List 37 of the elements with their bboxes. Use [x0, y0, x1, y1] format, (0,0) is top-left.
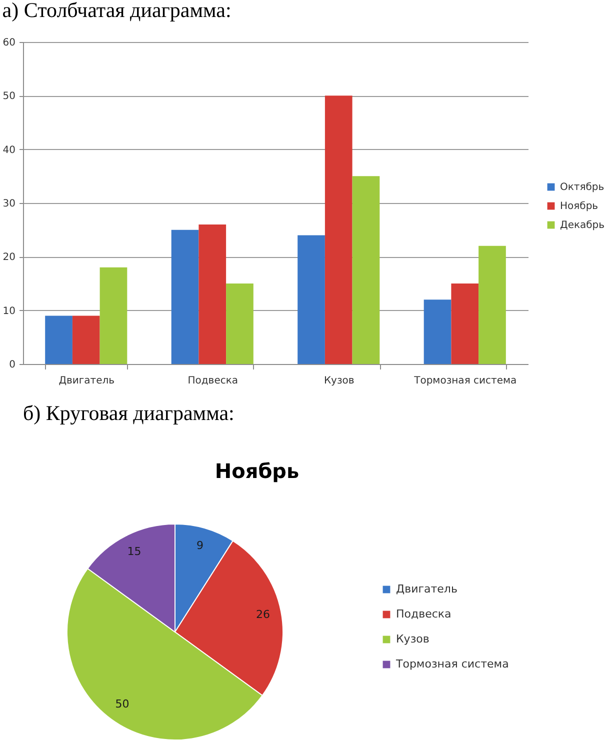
bar: [72, 316, 100, 364]
data-label: 50: [115, 698, 130, 711]
legend-label: Ноябрь: [560, 201, 598, 212]
y-tick-label: 50: [2, 91, 16, 102]
legend-label: Двигатель: [396, 582, 458, 596]
y-tick-label: 40: [2, 144, 16, 156]
legend-label: Кузов: [396, 632, 430, 646]
y-tick-label: 0: [9, 360, 16, 370]
y-tick-label: 60: [2, 38, 16, 48]
legend-label: Подвеска: [396, 608, 452, 620]
data-label: 26: [256, 608, 270, 622]
data-label: 15: [127, 545, 142, 558]
bar: [298, 235, 325, 364]
bar: [226, 284, 254, 364]
bar: [352, 176, 380, 364]
chart-subtitle: Ноябрь: [214, 459, 300, 483]
bar: [198, 224, 226, 364]
bar: [100, 267, 128, 364]
legend-label: Октябрь: [560, 182, 604, 193]
y-tick-label: 10: [2, 306, 16, 317]
bar: [424, 300, 452, 364]
bar: [478, 246, 506, 364]
legend-label: Тормозная система: [395, 658, 509, 670]
x-tick-label: Двигатель: [58, 376, 115, 386]
bar: [324, 96, 352, 364]
x-tick-label: Тормозная система: [413, 376, 517, 386]
x-tick-label: Кузов: [324, 376, 354, 386]
data-label: 9: [196, 538, 204, 552]
bar: [45, 316, 72, 364]
bar: [171, 230, 199, 364]
x-tick-label: Подвеска: [188, 376, 238, 386]
bar: [451, 284, 479, 364]
chart-title: а) Столбчатая диаграмма:: [2, 0, 232, 22]
y-tick-label: 30: [2, 198, 16, 210]
chart-title: б) Круговая диаграмма:: [23, 401, 234, 425]
y-tick-label: 20: [2, 252, 16, 264]
legend-label: Декабрь: [560, 220, 605, 231]
